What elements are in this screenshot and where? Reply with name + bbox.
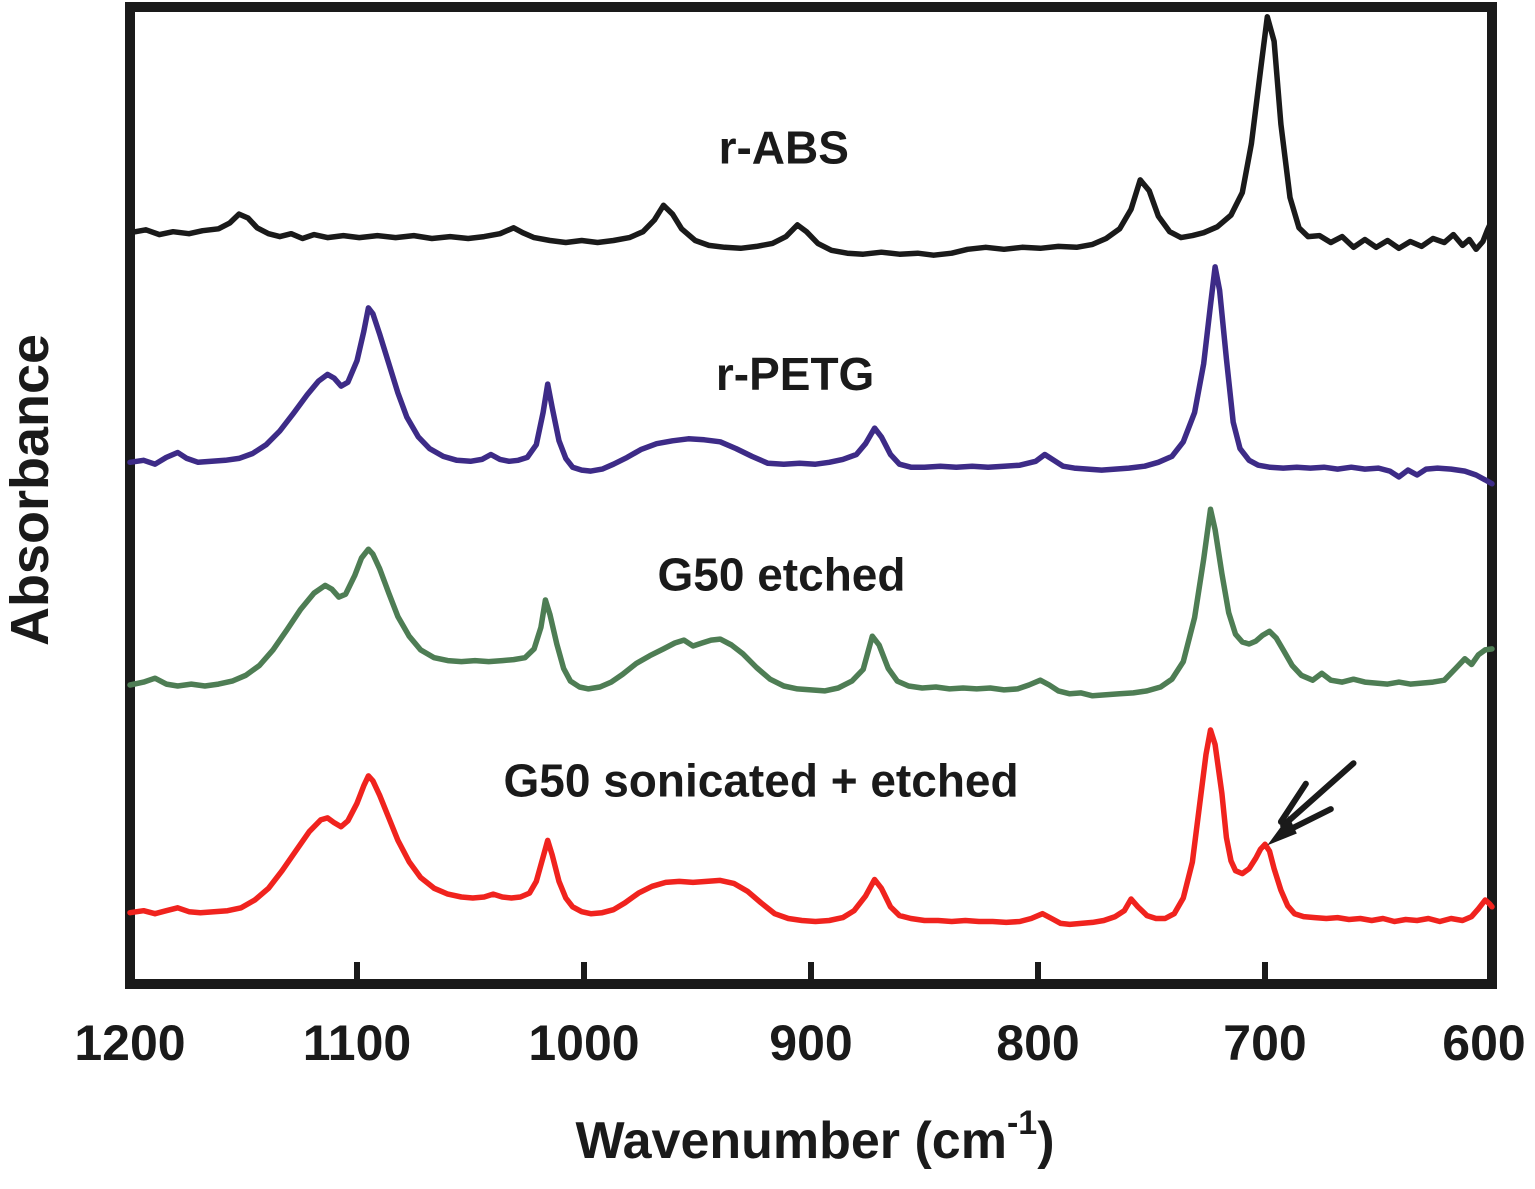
arrow-line-1 <box>1277 780 1309 825</box>
x-axis-title-main: Wavenumber (cm <box>575 1112 1007 1170</box>
trace-g50-etched <box>127 506 1495 699</box>
trace-g50-sonicated-etched <box>127 727 1495 928</box>
spectra-traces <box>127 14 1495 928</box>
x-tick-label-1200: 1200 <box>74 1015 185 1071</box>
x-tick-label-1000: 1000 <box>528 1015 639 1071</box>
x-axis-ticks <box>354 962 1268 984</box>
x-tick-labels: 1200 1100 1000 900 800 700 600 <box>74 1015 1525 1071</box>
series-label-r-abs: r-ABS <box>719 121 849 173</box>
arrow-head <box>1267 816 1297 846</box>
trace-r-petg <box>127 264 1495 487</box>
series-label-r-petg: r-PETG <box>716 348 874 400</box>
series-label-g50-etched: G50 etched <box>657 548 905 600</box>
series-labels: r-ABS r-PETG G50 etched G50 sonicated + etc… <box>503 121 1018 806</box>
x-tick-label-700: 700 <box>1223 1015 1306 1071</box>
x-tick-label-1100: 1100 <box>303 1015 411 1071</box>
x-axis-title-superscript: -1 <box>1007 1104 1037 1142</box>
x-axis-title: Wavenumber (cm-1) <box>575 1104 1054 1170</box>
x-axis-title-close: ) <box>1037 1112 1054 1170</box>
arrow-line-0 <box>1280 760 1357 829</box>
x-tick-label-600: 600 <box>1442 1015 1525 1071</box>
trace-r-abs <box>127 14 1495 258</box>
series-label-g50-sonicated-etched: G50 sonicated + etched <box>503 754 1018 806</box>
x-tick-label-900: 900 <box>769 1015 852 1071</box>
arrow-line-2 <box>1284 806 1334 834</box>
arrow-annotation <box>1267 760 1357 846</box>
x-tick-label-800: 800 <box>996 1015 1079 1071</box>
y-axis-title: Absorbance <box>0 334 60 646</box>
